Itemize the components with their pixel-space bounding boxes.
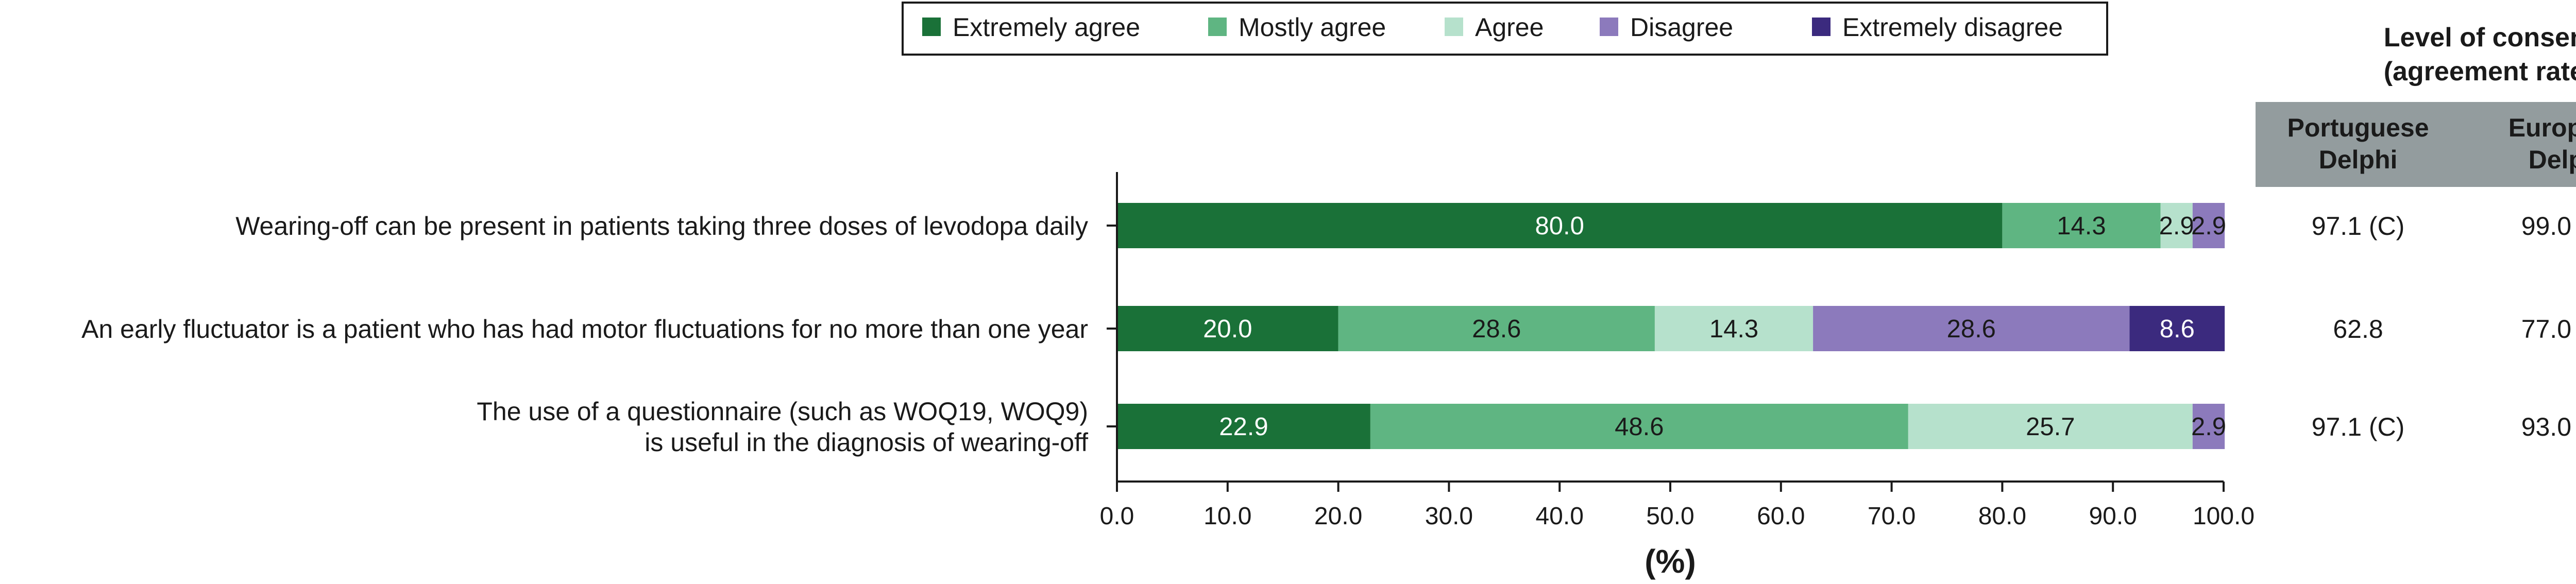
bar-segment	[1813, 306, 2130, 351]
bar-segment	[1654, 306, 1814, 351]
consensus-title: Level of consensus	[2384, 23, 2576, 53]
consensus-cell: 99.0 (C)	[2521, 212, 2576, 241]
legend-label: Extremely disagree	[1842, 13, 2063, 42]
bar-segment	[2160, 203, 2193, 248]
data-label: 28.6	[1947, 315, 1996, 343]
data-label: 2.9	[2191, 413, 2226, 441]
bar-segment	[1338, 306, 1655, 351]
consensus-header	[2256, 102, 2576, 187]
category-label: is useful in the diagnosis of wearing-of…	[645, 428, 1088, 457]
bar-segment	[2002, 203, 2161, 248]
consensus-cell: 77.0 (C)	[2521, 315, 2576, 343]
legend-label: Disagree	[1630, 13, 1733, 42]
bar-segment	[2129, 306, 2225, 351]
consensus-cell: 62.8	[2333, 315, 2383, 343]
data-label: 8.6	[2160, 315, 2195, 343]
legend-swatch	[1600, 18, 1618, 36]
data-label: 2.9	[2159, 212, 2194, 240]
legend-label: Extremely agree	[953, 13, 1140, 42]
x-tick-label: 50.0	[1646, 503, 1694, 530]
x-tick-label: 70.0	[1868, 503, 1916, 530]
x-tick-label: 20.0	[1314, 503, 1362, 530]
category-label: The use of a questionnaire (such as WOQ1…	[477, 397, 1088, 426]
bar-segment	[1370, 404, 1908, 449]
bar-segment	[1117, 203, 2003, 248]
x-tick-label: 60.0	[1757, 503, 1805, 530]
bar-segment	[1908, 404, 2193, 449]
consensus-cell: 97.1 (C)	[2312, 413, 2405, 441]
bar-segment	[1117, 404, 1370, 449]
data-label: 2.9	[2191, 212, 2226, 240]
x-tick-label: 80.0	[1978, 503, 2026, 530]
legend-swatch	[1208, 18, 1227, 36]
consensus-column-header: European	[2509, 113, 2576, 142]
category-label: Wearing-off can be present in patients t…	[235, 212, 1088, 241]
data-label: 22.9	[1219, 413, 1268, 441]
consensus-cell: 93.0 (C)	[2521, 413, 2576, 441]
x-tick-label: 0.0	[1100, 503, 1134, 530]
consensus-column-header: Delphi	[2529, 145, 2576, 174]
data-label: 14.3	[2057, 212, 2106, 240]
data-label: 28.6	[1472, 315, 1521, 343]
bar-segment	[2192, 203, 2225, 248]
x-axis-title: (%)	[1645, 543, 1696, 580]
legend-swatch	[1812, 18, 1831, 36]
data-label: 80.0	[1535, 212, 1584, 240]
data-label: 25.7	[2026, 413, 2075, 441]
data-label: 14.3	[1709, 315, 1758, 343]
x-tick-label: 40.0	[1535, 503, 1583, 530]
category-label: An early fluctuator is a patient who has…	[81, 315, 1088, 343]
consensus-column-header: Delphi	[2319, 145, 2398, 174]
legend-swatch	[1445, 18, 1463, 36]
consensus-column-header: Portuguese	[2287, 113, 2429, 142]
data-label: 20.0	[1203, 315, 1252, 343]
legend-box	[902, 2, 2108, 56]
x-tick-label: 30.0	[1425, 503, 1473, 530]
x-tick-label: 10.0	[1204, 503, 1251, 530]
consensus-cell: 97.1 (C)	[2312, 212, 2405, 241]
data-label: 48.6	[1615, 413, 1664, 441]
legend-swatch	[922, 18, 941, 36]
legend-label: Agree	[1475, 13, 1544, 42]
legend-label: Mostly agree	[1239, 13, 1386, 42]
bar-segment	[1117, 306, 1338, 351]
consensus-title: (agreement rate, %)	[2384, 57, 2576, 87]
x-tick-label: 100.0	[2193, 503, 2255, 530]
bar-segment	[2192, 404, 2225, 449]
x-tick-label: 90.0	[2089, 503, 2137, 530]
